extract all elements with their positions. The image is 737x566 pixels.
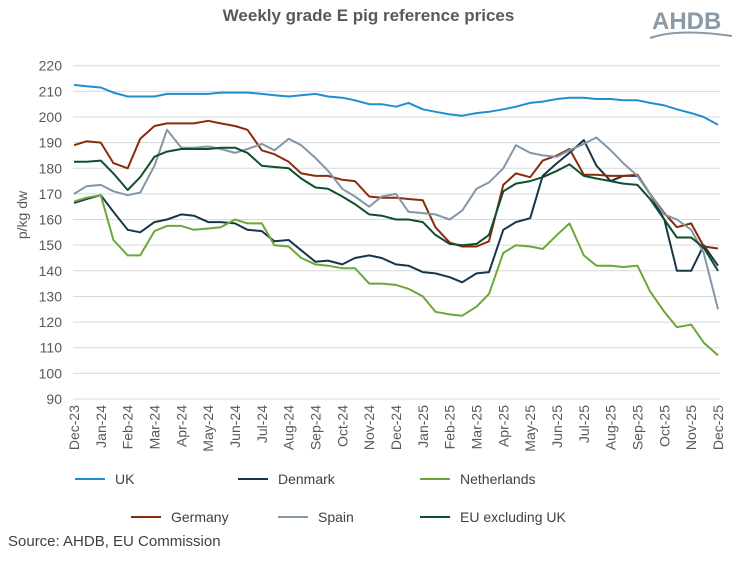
x-tick-label: Aug-25 [603, 405, 619, 450]
x-tick-label: Apr-24 [173, 405, 189, 447]
legend-swatch [75, 478, 105, 480]
y-tick-label: 220 [39, 58, 63, 74]
legend-swatch [420, 516, 450, 518]
ahdb-logo: AHDB [649, 8, 733, 39]
y-tick-label: 200 [39, 109, 63, 125]
x-tick-label: Jul-24 [254, 405, 270, 443]
legend-item-netherlands: Netherlands [420, 471, 536, 487]
legend-label: Germany [171, 509, 229, 525]
x-tick-label: Dec-25 [710, 405, 726, 450]
y-tick-label: 90 [46, 391, 62, 407]
x-tick-label: Oct-25 [656, 405, 672, 447]
legend-swatch [238, 478, 268, 480]
x-tick-label: Sep-24 [308, 405, 324, 450]
series-line-uk [73, 83, 719, 126]
svg-text:AHDB: AHDB [652, 8, 721, 35]
series-lines [73, 83, 719, 357]
x-tick-label: Jan-25 [415, 405, 431, 448]
y-tick-label: 160 [39, 212, 63, 228]
y-axis-ticks: 90 100 110 120 130 140 150 160 170 180 190 200 210 22… [39, 58, 63, 407]
y-tick-label: 180 [39, 160, 63, 176]
gridlines [73, 65, 720, 400]
legend-label: Denmark [278, 471, 335, 487]
series-line-netherlands [73, 194, 719, 357]
legend-item-spain: Spain [278, 509, 354, 525]
x-tick-label: Nov-25 [683, 405, 699, 450]
legend-item-eu-excluding-uk: EU excluding UK [420, 509, 566, 525]
legend-label: Spain [318, 509, 354, 525]
legend-item-denmark: Denmark [238, 471, 335, 487]
x-tick-label: Mar-24 [147, 405, 163, 450]
y-tick-label: 140 [39, 263, 63, 279]
legend-swatch [131, 516, 161, 518]
x-tick-label: Dec-24 [388, 405, 404, 450]
x-tick-label: Aug-24 [281, 405, 297, 450]
x-tick-label: Jan-24 [93, 405, 109, 448]
y-tick-label: 120 [39, 314, 63, 330]
x-tick-label: Apr-25 [495, 405, 511, 447]
y-tick-label: 100 [39, 365, 63, 381]
legend-item-germany: Germany [131, 509, 229, 525]
x-tick-label: Feb-24 [120, 405, 136, 450]
x-tick-label: Jul-25 [576, 405, 592, 443]
y-tick-label: 130 [39, 288, 63, 304]
x-tick-label: Sep-25 [630, 405, 646, 450]
legend-label: UK [115, 471, 135, 487]
legend-label: EU excluding UK [460, 509, 566, 525]
series-line-spain [73, 128, 719, 310]
y-axis-label: p/kg dw [14, 190, 30, 239]
y-tick-label: 110 [40, 340, 63, 356]
x-tick-label: Oct-24 [334, 405, 350, 447]
x-tick-label: Jun-25 [549, 405, 565, 448]
x-tick-label: Mar-25 [469, 405, 485, 450]
legend-swatch [278, 516, 308, 518]
y-tick-label: 170 [39, 186, 63, 202]
series-line-germany [73, 119, 719, 250]
source-note: Source: AHDB, EU Commission [8, 533, 221, 550]
x-tick-label: May-24 [200, 405, 216, 452]
legend-label: Netherlands [460, 471, 536, 487]
y-tick-label: 190 [39, 135, 63, 151]
x-tick-label: Jun-24 [227, 405, 243, 448]
y-tick-label: 150 [39, 237, 63, 253]
legend-item-uk: UK [75, 471, 134, 487]
series-line-eu-excluding-uk [74, 146, 719, 272]
chart-title: Weekly grade E pig reference prices [222, 6, 515, 25]
x-tick-label: Nov-24 [361, 405, 377, 450]
x-tick-label: May-25 [522, 405, 538, 452]
x-tick-label: Dec-23 [66, 405, 82, 450]
legend-swatch [420, 478, 450, 480]
x-axis-ticks: Dec-23 Jan-24 Feb-24 Mar-24 Apr-24 May-24 Jun-… [66, 405, 726, 452]
y-tick-label: 210 [39, 83, 63, 99]
x-tick-label: Feb-25 [442, 405, 458, 450]
